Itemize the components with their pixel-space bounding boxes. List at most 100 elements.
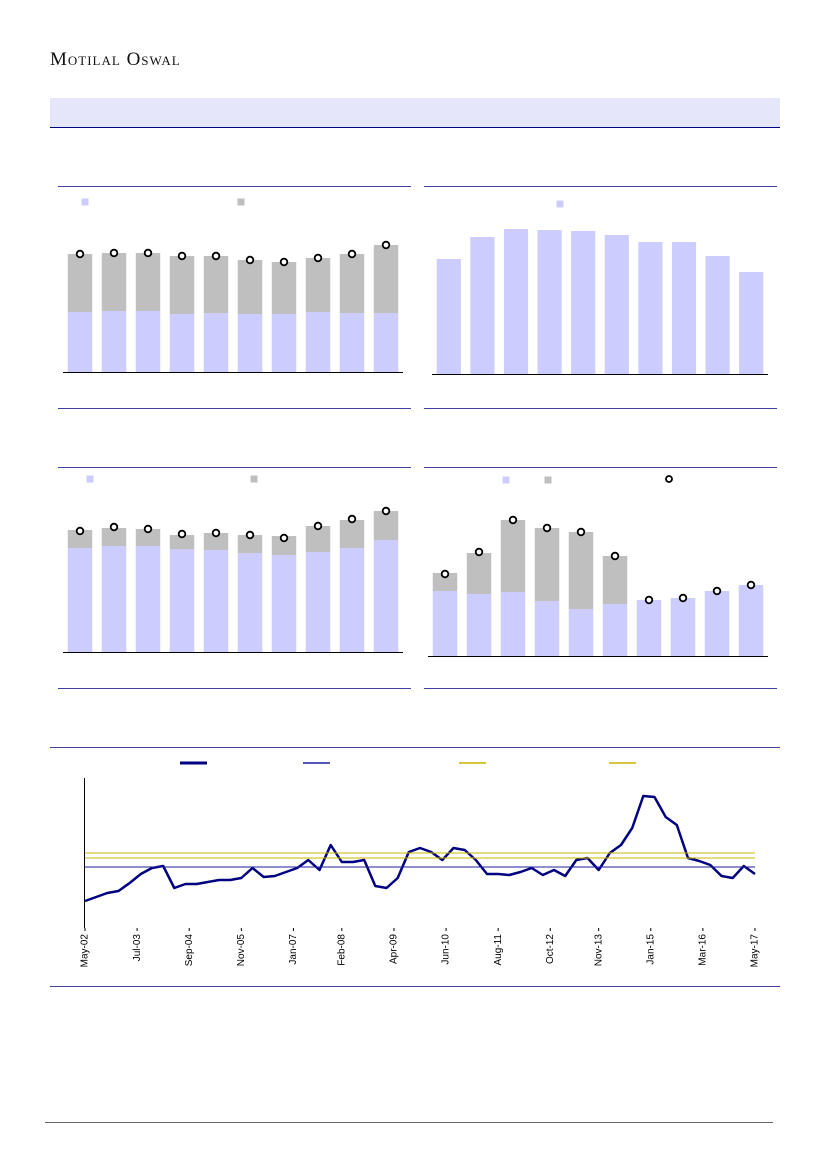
bar [602,556,628,604]
marker [75,249,85,259]
bar [237,553,263,652]
marker [245,530,255,540]
bar [203,313,229,372]
x-tick-label: Jul-03 [132,934,143,962]
marker [347,249,357,259]
x-tick-label: Mar-16 [698,934,709,966]
bar [271,262,297,314]
bar [271,536,297,555]
legend-swatch [502,476,510,484]
legend-swatch [81,198,89,206]
bar [101,546,127,652]
bar [671,242,697,374]
legend-swatch [544,476,552,484]
bar [571,231,596,374]
bar [339,520,365,548]
marker [143,524,153,534]
bar [305,258,331,312]
bar [203,550,229,652]
bar [101,528,127,546]
marker [211,251,221,261]
brand: Motilal Oswal [50,49,181,70]
bar [339,313,365,372]
legend-swatch [556,200,564,208]
x-tick-label: Oct-12 [545,934,556,964]
bar [436,259,461,374]
bar [67,548,93,652]
bar [305,526,331,552]
bar [568,532,594,609]
bar [135,253,161,311]
x-tick-label: May-02 [80,934,91,968]
x-tick-label: Sep-04 [184,934,195,967]
marker [245,255,255,265]
marker [177,529,187,539]
bar [537,230,562,374]
marker [177,251,187,261]
bar [305,312,331,372]
bar [373,313,399,372]
bar [169,549,195,652]
marker [313,521,323,531]
marker [712,586,722,596]
bar [373,245,399,313]
bar [339,254,365,313]
bar [500,520,526,592]
marker [143,248,153,258]
bar [305,552,331,652]
x-tick-label: Nov-05 [236,934,247,967]
bar [169,535,195,549]
bar [203,256,229,313]
bar [738,585,764,656]
x-tick-label: Nov-13 [593,934,604,967]
bar [466,594,492,656]
bar [101,253,127,311]
bar [339,548,365,652]
bar [500,592,526,656]
bar [237,260,263,314]
marker [440,569,450,579]
bar [568,609,594,656]
bar [135,529,161,546]
marker [279,533,289,543]
bar [602,604,628,656]
bar [135,311,161,372]
marker [576,527,586,537]
bar [101,311,127,372]
marker [678,593,688,603]
bar [636,600,662,656]
marker [109,522,119,532]
legend-swatch [250,475,258,483]
marker [610,551,620,561]
section-band [50,98,780,127]
marker [381,240,391,250]
bar [67,312,93,372]
legend-swatch [237,198,245,206]
marker [313,253,323,263]
marker [746,580,756,590]
bar [432,573,458,591]
marker [644,595,654,605]
marker [75,526,85,536]
bar [135,546,161,652]
bar [638,242,663,374]
bar [470,237,495,374]
bar [373,511,399,540]
legend-swatch [665,475,673,483]
bar [503,229,529,374]
marker [474,547,484,557]
marker [542,523,552,533]
rules [45,186,780,1123]
bar [466,553,492,594]
marker [279,257,289,267]
bar [604,235,629,374]
bar [670,598,696,656]
bar [432,591,458,656]
bar [203,533,229,550]
series-line [84,794,756,903]
marker [347,514,357,524]
bar [67,254,93,312]
x-tick-label: Feb-08 [336,934,347,966]
